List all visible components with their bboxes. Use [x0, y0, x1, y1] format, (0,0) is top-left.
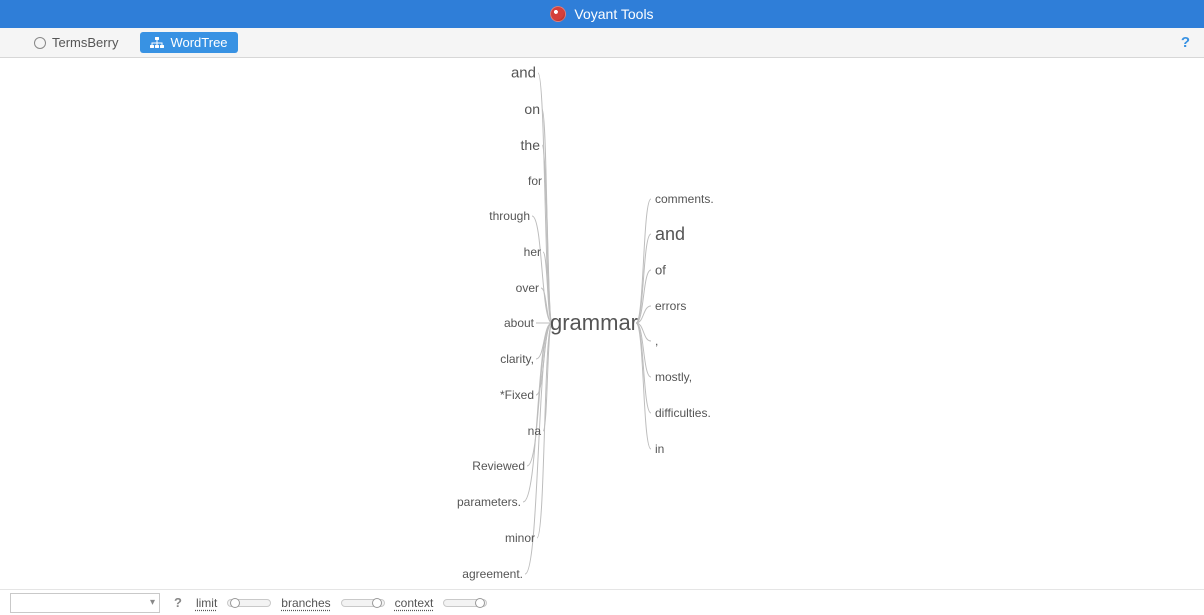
tab-termsberry-label: TermsBerry	[52, 35, 118, 50]
wordtree-node[interactable]: over	[516, 282, 539, 294]
wordtree-root[interactable]: grammar	[550, 312, 638, 334]
app-logo-icon	[550, 6, 566, 22]
wordtree-canvas: grammar and on the for through her over about cla…	[0, 58, 1204, 588]
slider-thumb[interactable]	[475, 598, 485, 608]
wordtree-node[interactable]: difficulties.	[655, 407, 711, 419]
wordtree-node[interactable]: minor	[505, 532, 535, 544]
slider-thumb[interactable]	[230, 598, 240, 608]
wordtree-node[interactable]: *Fixed	[500, 389, 534, 401]
wordtree-node[interactable]: and	[511, 66, 536, 81]
slider-limit[interactable]	[227, 599, 271, 607]
tab-wordtree[interactable]: WordTree	[140, 32, 237, 53]
wordtree-node[interactable]: parameters.	[457, 496, 521, 508]
wordtree-node[interactable]: agreement.	[462, 568, 523, 580]
slider-branches[interactable]	[341, 599, 385, 607]
wordtree-node[interactable]: mostly,	[655, 371, 692, 383]
help-button[interactable]: ?	[1175, 32, 1196, 53]
footer-label-limit[interactable]: limit	[196, 596, 217, 610]
tab-wordtree-label: WordTree	[170, 35, 227, 50]
wordtree-node[interactable]: about	[504, 317, 534, 329]
app-header: Voyant Tools	[0, 0, 1204, 28]
footer-help-button[interactable]: ?	[170, 595, 186, 610]
slider-thumb[interactable]	[372, 598, 382, 608]
wordtree-node[interactable]: clarity,	[500, 353, 534, 365]
wordtree-node[interactable]: errors	[655, 300, 686, 312]
termsberry-icon	[34, 37, 46, 49]
wordtree-node[interactable]: for	[528, 175, 542, 187]
wordtree-node[interactable]: through	[489, 210, 530, 222]
wordtree-node[interactable]: the	[521, 138, 540, 152]
wordtree-icon	[150, 37, 164, 49]
wordtree-node[interactable]: na	[528, 425, 541, 437]
wordtree-node[interactable]: her	[524, 246, 541, 258]
wordtree-node[interactable]: in	[655, 443, 664, 455]
slider-context[interactable]	[443, 599, 487, 607]
wordtree-node[interactable]: on	[524, 102, 540, 116]
footer-label-branches[interactable]: branches	[281, 596, 330, 610]
wordtree-node[interactable]: Reviewed	[472, 460, 525, 472]
tool-tabs-bar: TermsBerry WordTree ?	[0, 28, 1204, 58]
wordtree-node[interactable]: of	[655, 264, 666, 277]
tab-termsberry[interactable]: TermsBerry	[24, 32, 128, 53]
chevron-down-icon: ▾	[150, 597, 155, 608]
term-select[interactable]: ▾	[10, 593, 160, 613]
app-title: Voyant Tools	[574, 6, 653, 22]
wordtree-node[interactable]: and	[655, 225, 685, 243]
wordtree-node[interactable]: ,	[655, 335, 658, 347]
footer-controls: ▾ ? limit branches context	[0, 589, 1204, 615]
footer-label-context[interactable]: context	[395, 596, 434, 610]
wordtree-node[interactable]: comments.	[655, 193, 714, 205]
